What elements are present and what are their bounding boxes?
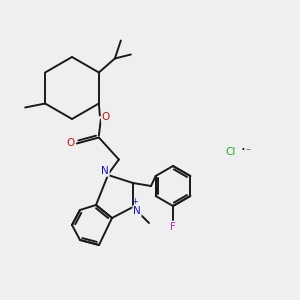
Text: N: N <box>133 206 141 216</box>
Text: F: F <box>170 222 176 232</box>
Text: ·: · <box>241 142 245 158</box>
Text: O: O <box>102 112 110 122</box>
Text: Cl: Cl <box>225 147 236 157</box>
Text: N: N <box>101 166 109 176</box>
Text: O: O <box>67 139 75 148</box>
Text: ⁻: ⁻ <box>245 147 250 157</box>
Text: +: + <box>132 197 138 206</box>
